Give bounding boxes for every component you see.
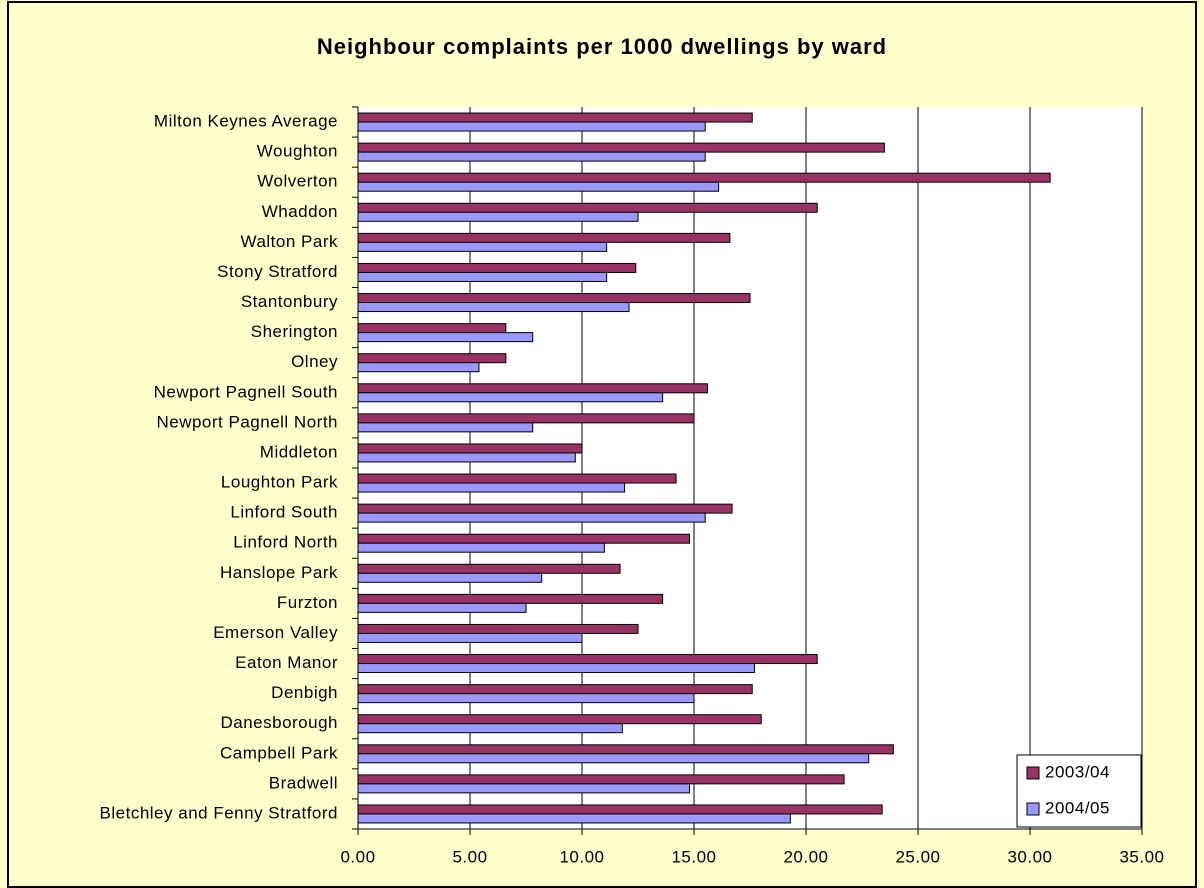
y-tick-label: Campbell Park <box>220 743 338 762</box>
y-tick-label: Loughton Park <box>221 473 338 492</box>
bar <box>357 262 637 273</box>
bar <box>357 714 762 725</box>
bar <box>357 353 507 364</box>
y-tick-label: Linford South <box>230 503 338 522</box>
bar <box>357 383 708 394</box>
y-tick-label: Newport Pagnell South <box>154 382 338 401</box>
bar <box>357 774 845 785</box>
bar <box>357 503 733 514</box>
y-tick-label: Woughton <box>257 142 338 161</box>
bar <box>357 202 818 213</box>
bar <box>357 593 664 604</box>
bar <box>357 693 695 704</box>
bar <box>357 422 534 433</box>
y-tick-label: Hanslope Park <box>220 563 338 582</box>
bar <box>357 172 1051 183</box>
bar <box>357 542 605 553</box>
bar <box>357 473 677 484</box>
y-tick-label: Eaton Manor <box>235 653 338 672</box>
legend-label: 2003/04 <box>1045 762 1110 781</box>
bar <box>357 602 527 613</box>
y-tick-label: Denbigh <box>271 683 338 702</box>
bar <box>357 293 751 304</box>
x-tick-label: 20.00 <box>783 847 828 866</box>
bar <box>357 121 706 132</box>
bar <box>357 482 626 493</box>
x-tick-label: 0.00 <box>340 847 375 866</box>
y-tick-label: Bletchley and Fenny Stratford <box>100 803 338 822</box>
bar <box>357 181 720 192</box>
bar <box>357 533 691 544</box>
x-tick-label: 5.00 <box>452 847 487 866</box>
bar <box>357 744 894 755</box>
bar <box>357 783 691 794</box>
y-tick-label: Wolverton <box>257 172 338 191</box>
x-tick-label: 25.00 <box>895 847 940 866</box>
y-tick-label: Linford North <box>233 533 338 552</box>
y-tick-label: Furzton <box>277 593 338 612</box>
bar <box>357 813 791 824</box>
bar <box>357 632 583 643</box>
bar <box>357 623 639 634</box>
y-tick-label: Bradwell <box>269 773 338 792</box>
y-tick-label: Danesborough <box>220 713 338 732</box>
plot-area <box>358 107 1142 829</box>
bar <box>357 804 883 815</box>
y-tick-label: Whaddon <box>262 202 338 221</box>
bar <box>357 112 753 123</box>
y-tick-label: Milton Keynes Average <box>154 112 338 131</box>
bar <box>357 413 695 424</box>
y-tick-label: Stony Stratford <box>217 262 338 281</box>
x-tick-label: 30.00 <box>1007 847 1052 866</box>
x-tick-label: 10.00 <box>559 847 604 866</box>
bar <box>357 392 664 403</box>
bar <box>357 723 623 734</box>
y-tick-label: Middleton <box>260 442 338 461</box>
y-tick-label: Olney <box>291 352 338 371</box>
bar <box>357 684 753 695</box>
y-tick-label: Sherington <box>251 322 338 341</box>
bar <box>357 332 534 343</box>
bar <box>357 654 818 665</box>
bar <box>357 241 608 252</box>
bar <box>357 663 755 674</box>
y-tick-label: Newport Pagnell North <box>156 412 338 431</box>
legend-label: 2004/05 <box>1045 798 1110 817</box>
bar <box>357 232 731 243</box>
bar <box>357 142 885 153</box>
x-tick-label: 15.00 <box>671 847 716 866</box>
bar <box>357 362 480 373</box>
bar <box>357 443 583 454</box>
bar <box>357 512 706 523</box>
bar <box>357 211 639 222</box>
legend-swatch <box>1026 766 1040 780</box>
y-tick-label: Walton Park <box>241 232 338 251</box>
legend-swatch <box>1026 802 1040 816</box>
bar <box>357 563 621 574</box>
x-tick-label: 35.00 <box>1119 847 1164 866</box>
bar <box>357 271 608 282</box>
bar <box>357 323 507 334</box>
bar <box>357 753 870 764</box>
bar <box>357 151 706 162</box>
y-tick-label: Emerson Valley <box>213 623 338 642</box>
bar <box>357 452 576 463</box>
chart-title: Neighbour complaints per 1000 dwellings … <box>317 34 887 59</box>
y-tick-label: Stantonbury <box>241 292 338 311</box>
bar <box>357 572 543 583</box>
bar <box>357 302 630 313</box>
